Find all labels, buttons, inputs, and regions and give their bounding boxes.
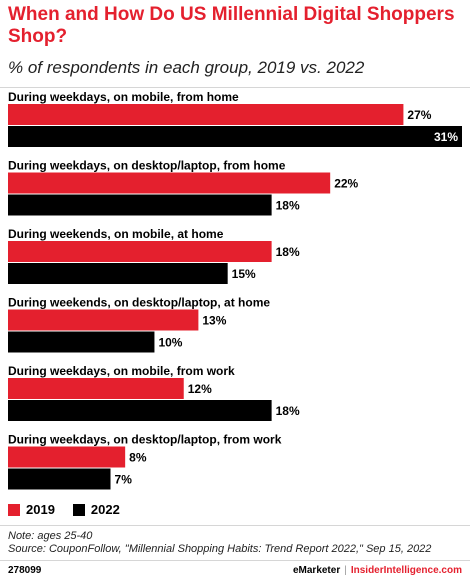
category-label: During weekends, on mobile, at home (8, 227, 224, 241)
bar-2019 (8, 309, 199, 331)
legend-swatch-2022 (72, 503, 85, 516)
brand-separator: | (344, 565, 347, 576)
bar-2019 (8, 378, 184, 399)
chart-id: 278099 (8, 565, 42, 576)
legend: 2019 2022 (8, 502, 138, 517)
data-label-2022: 18% (276, 404, 300, 418)
bar-2022 (8, 126, 462, 147)
category-label: During weekends, on desktop/laptop, at h… (8, 296, 270, 310)
brand-insider-intelligence: InsiderIntelligence.com (350, 565, 462, 576)
data-label-2019: 13% (202, 314, 226, 328)
bar-2022 (8, 194, 272, 216)
data-label-2019: 8% (129, 451, 147, 465)
brand-emarketer: eMarketer (292, 565, 341, 576)
legend-item-2022: 2022 (72, 502, 120, 517)
data-label-2022: 31% (434, 130, 458, 144)
data-label-2019: 27% (407, 108, 431, 122)
bar-2022 (8, 263, 228, 284)
chart-subtitle: % of respondents in each group, 2019 vs.… (8, 58, 365, 77)
data-label-2019: 12% (188, 382, 212, 396)
legend-label-2022: 2022 (90, 502, 120, 517)
footer: 278099 eMarketer | InsiderIntelligence.com (0, 560, 470, 580)
category-label: During weekdays, on mobile, from home (8, 90, 239, 104)
bar-chart: During weekdays, on mobile, from home 27%… (8, 90, 462, 490)
legend-item-2019: 2019 (8, 502, 55, 517)
chart-title: When and How Do US Millennial Digital Sh… (8, 4, 455, 47)
data-label-2022: 10% (158, 336, 182, 350)
legend-label-2019: 2019 (26, 502, 55, 517)
bar-2022 (8, 468, 111, 490)
bar-2019 (8, 104, 404, 125)
data-label-2022: 18% (276, 199, 300, 213)
category-label: During weekdays, on desktop/laptop, from… (8, 433, 282, 447)
divider (0, 87, 470, 88)
data-label-2019: 18% (276, 245, 300, 259)
bar-2019 (8, 172, 331, 194)
divider (0, 525, 470, 526)
bar-2022 (8, 400, 272, 421)
bar-2022 (8, 331, 155, 353)
legend-swatch-2019 (8, 503, 20, 516)
category-label: During weekdays, on desktop/laptop, from… (8, 159, 286, 173)
category-label: During weekdays, on mobile, from work (8, 364, 235, 378)
bar-2019 (8, 446, 126, 468)
brand: eMarketer | InsiderIntelligence.com (293, 565, 462, 576)
data-label-2019: 22% (334, 177, 358, 191)
data-label-2022: 15% (232, 267, 256, 281)
chart-note: Note: ages 25-40 (8, 530, 93, 542)
bar-2019 (8, 241, 272, 262)
chart-source: Source: CouponFollow, "Millennial Shoppi… (8, 543, 432, 555)
data-label-2022: 7% (115, 473, 133, 487)
